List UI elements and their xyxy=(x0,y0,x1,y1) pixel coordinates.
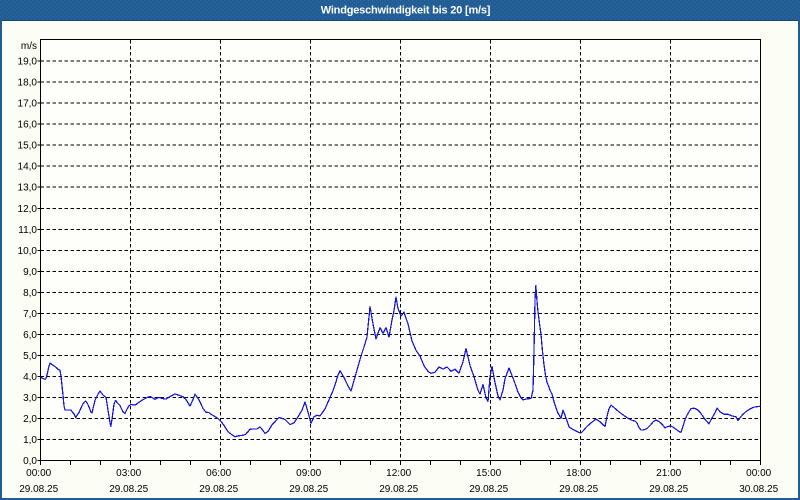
svg-text:29.08.25: 29.08.25 xyxy=(649,484,688,495)
svg-text:21:00: 21:00 xyxy=(656,468,681,479)
svg-text:29.08.25: 29.08.25 xyxy=(379,484,418,495)
svg-text:1,0: 1,0 xyxy=(23,435,37,446)
svg-text:29.08.25: 29.08.25 xyxy=(199,484,238,495)
svg-text:3,0: 3,0 xyxy=(23,393,37,404)
svg-text:29.08.25: 29.08.25 xyxy=(469,484,508,495)
svg-text:8,0: 8,0 xyxy=(23,288,37,299)
svg-text:00:00: 00:00 xyxy=(26,468,51,479)
svg-text:6,0: 6,0 xyxy=(23,330,37,341)
svg-text:0,0: 0,0 xyxy=(23,456,37,467)
svg-text:7,0: 7,0 xyxy=(23,309,37,320)
svg-text:30.08.25: 30.08.25 xyxy=(739,484,778,495)
svg-text:29.08.25: 29.08.25 xyxy=(559,484,598,495)
svg-text:16,0: 16,0 xyxy=(18,120,38,131)
svg-text:29.08.25: 29.08.25 xyxy=(19,484,58,495)
svg-text:15,0: 15,0 xyxy=(18,141,38,152)
svg-text:09:00: 09:00 xyxy=(296,468,321,479)
svg-text:m/s: m/s xyxy=(21,41,37,52)
svg-text:2,0: 2,0 xyxy=(23,414,37,425)
svg-text:12,0: 12,0 xyxy=(18,204,38,215)
svg-text:29.08.25: 29.08.25 xyxy=(109,484,148,495)
svg-text:19,0: 19,0 xyxy=(18,57,38,68)
svg-text:Windgeschwindigkeit bis 20 [m/: Windgeschwindigkeit bis 20 [m/s] xyxy=(321,5,491,17)
svg-text:03:00: 03:00 xyxy=(116,468,141,479)
svg-text:13,0: 13,0 xyxy=(18,183,38,194)
svg-text:4,0: 4,0 xyxy=(23,372,37,383)
svg-text:15:00: 15:00 xyxy=(476,468,501,479)
svg-text:29.08.25: 29.08.25 xyxy=(289,484,328,495)
svg-text:18:00: 18:00 xyxy=(566,468,591,479)
svg-text:18,0: 18,0 xyxy=(18,78,38,89)
svg-text:12:00: 12:00 xyxy=(386,468,411,479)
svg-text:14,0: 14,0 xyxy=(18,162,38,173)
svg-text:10,0: 10,0 xyxy=(18,246,38,257)
svg-text:00:00: 00:00 xyxy=(746,468,771,479)
svg-text:17,0: 17,0 xyxy=(18,99,38,110)
svg-text:5,0: 5,0 xyxy=(23,351,37,362)
svg-text:11,0: 11,0 xyxy=(18,225,37,236)
svg-text:06:00: 06:00 xyxy=(206,468,231,479)
svg-text:9,0: 9,0 xyxy=(23,267,37,278)
